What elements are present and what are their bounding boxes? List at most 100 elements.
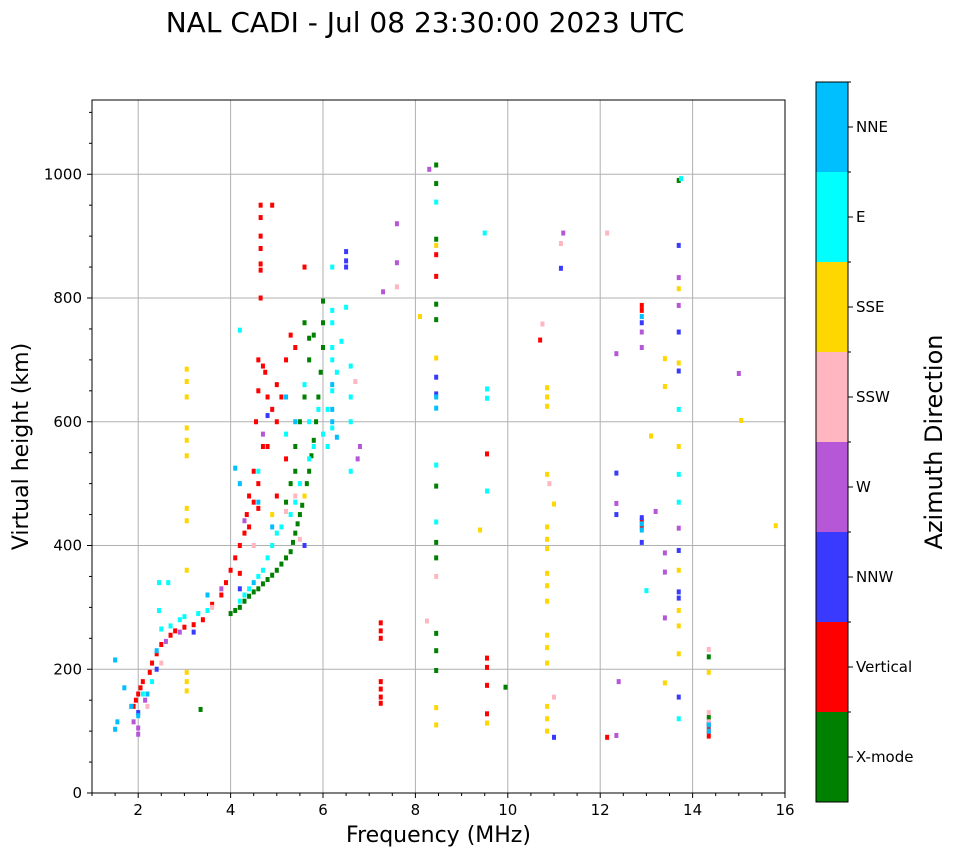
data-point-e: [434, 199, 439, 205]
colorbar-tick-label: NNW: [856, 568, 893, 586]
data-point-e: [330, 388, 335, 394]
data-point-w: [177, 629, 182, 635]
data-point-sse: [545, 471, 550, 477]
colorbar-tick-label: X-mode: [856, 748, 913, 766]
data-point-ssw: [424, 618, 429, 624]
data-point-ssw: [547, 481, 552, 487]
data-point-w: [639, 329, 644, 335]
colorbar-swatch-e: [816, 172, 848, 262]
colorbar-label: Azimuth Direction: [920, 335, 948, 550]
data-point-ssw: [706, 646, 711, 652]
data-point-e: [325, 406, 330, 412]
data-point-nnw: [639, 539, 644, 545]
data-point-nnw: [676, 242, 681, 248]
data-point-nnw: [676, 595, 681, 601]
data-point-sse: [184, 366, 189, 372]
data-point-sse: [184, 453, 189, 459]
data-point-vertical: [219, 592, 224, 598]
data-point-e: [434, 462, 439, 468]
colorbar-tick-label: NNE: [856, 118, 888, 136]
data-point-x-mode: [706, 715, 711, 721]
data-point-sse: [662, 680, 667, 686]
data-point-ssw: [558, 241, 563, 247]
data-point-vertical: [485, 655, 490, 661]
data-point-x-mode: [434, 539, 439, 545]
data-point-ssw: [552, 694, 556, 700]
data-point-e: [237, 598, 242, 604]
data-point-e: [344, 304, 349, 310]
data-point-x-mode: [434, 483, 439, 489]
data-point-w: [394, 221, 399, 227]
data-point-sse: [545, 583, 550, 589]
data-point-vertical: [258, 246, 263, 251]
data-point-e: [676, 499, 681, 505]
colorbar-swatch-w: [816, 442, 848, 532]
plot-area: [92, 100, 785, 793]
data-point-nne: [145, 691, 150, 697]
data-point-ssw: [394, 284, 399, 290]
data-point-e: [339, 338, 344, 344]
data-point-vertical: [133, 697, 138, 703]
data-point-e: [237, 327, 242, 333]
data-point-sse: [649, 433, 654, 439]
data-point-w: [381, 289, 386, 295]
data-point-e: [334, 369, 339, 375]
data-point-sse: [302, 493, 307, 499]
data-point-nnw: [136, 710, 141, 716]
data-point-vertical: [258, 215, 263, 221]
data-point-e: [325, 444, 330, 449]
colorbar-tick-label: SSE: [856, 298, 885, 316]
data-point-x-mode: [314, 419, 319, 425]
data-point-vertical: [274, 382, 279, 388]
data-point-x-mode: [300, 502, 305, 508]
data-point-x-mode: [321, 298, 325, 304]
data-point-ssw: [297, 536, 302, 542]
data-point-vertical: [258, 295, 263, 301]
data-point-x-mode: [288, 549, 293, 555]
data-point-x-mode: [434, 181, 439, 187]
data-point-nne: [122, 685, 127, 691]
data-point-sse: [545, 536, 550, 542]
x-tick-label: 12: [591, 801, 610, 819]
data-point-w: [219, 586, 224, 592]
data-point-x-mode: [284, 555, 289, 561]
x-axis-label: Frequency (MHz): [346, 823, 531, 848]
data-point-vertical: [378, 686, 383, 692]
data-point-e: [156, 580, 161, 586]
data-point-w: [616, 679, 621, 685]
data-point-ssw: [706, 719, 711, 725]
data-point-sse: [545, 716, 550, 722]
data-point-e: [679, 176, 684, 182]
data-point-sse: [662, 383, 667, 389]
data-point-w: [136, 731, 141, 737]
data-point-vertical: [538, 337, 543, 343]
data-point-e: [279, 524, 284, 530]
data-point-x-mode: [304, 481, 309, 487]
data-point-vertical: [233, 555, 238, 561]
data-point-vertical: [270, 406, 275, 412]
colorbar-swatch-x-mode: [816, 712, 848, 802]
data-point-sse: [545, 703, 550, 709]
data-point-nne: [330, 406, 335, 412]
data-point-w: [136, 725, 141, 731]
data-point-nnw: [434, 374, 439, 380]
data-point-e: [159, 626, 164, 632]
colorbar-swatch-ssw: [816, 352, 848, 442]
data-point-e: [348, 419, 353, 425]
data-point-sse: [676, 607, 681, 613]
data-point-x-mode: [302, 320, 307, 326]
data-point-e: [265, 555, 270, 561]
data-point-sse: [545, 728, 550, 734]
y-tick-label: 0: [72, 784, 82, 802]
data-point-vertical: [378, 679, 383, 685]
data-point-nnw: [344, 264, 349, 270]
data-point-x-mode: [293, 444, 298, 449]
data-point-w: [662, 550, 667, 556]
colorbar-tick-label: SSW: [856, 388, 890, 406]
data-point-x-mode: [706, 654, 711, 660]
data-point-vertical: [223, 580, 228, 586]
data-point-sse: [545, 632, 550, 638]
data-point-e: [482, 230, 487, 236]
data-point-e: [288, 512, 293, 518]
data-point-w: [736, 370, 741, 376]
